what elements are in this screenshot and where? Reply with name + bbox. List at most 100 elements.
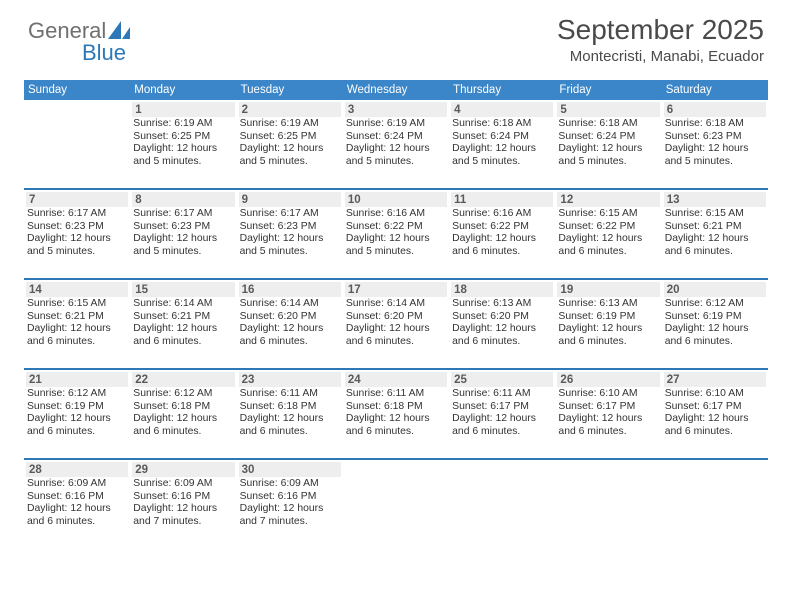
day-number: 9 [239, 192, 341, 207]
brand-logo: General Blue [28, 18, 134, 44]
day-details: Sunrise: 6:09 AMSunset: 6:16 PMDaylight:… [239, 478, 341, 529]
day-details: Sunrise: 6:18 AMSunset: 6:24 PMDaylight:… [451, 118, 553, 169]
day-details: Sunrise: 6:13 AMSunset: 6:19 PMDaylight:… [557, 298, 659, 349]
day-cell: 28Sunrise: 6:09 AMSunset: 6:16 PMDayligh… [24, 460, 130, 548]
weekday-header: Sunday [24, 80, 130, 100]
day-cell: 15Sunrise: 6:14 AMSunset: 6:21 PMDayligh… [130, 280, 236, 368]
day-details: Sunrise: 6:10 AMSunset: 6:17 PMDaylight:… [557, 388, 659, 439]
day-cell: 19Sunrise: 6:13 AMSunset: 6:19 PMDayligh… [555, 280, 661, 368]
day-cell: 10Sunrise: 6:16 AMSunset: 6:22 PMDayligh… [343, 190, 449, 278]
day-number: 12 [557, 192, 659, 207]
day-details: Sunrise: 6:16 AMSunset: 6:22 PMDaylight:… [451, 208, 553, 259]
weekday-header: Tuesday [237, 80, 343, 100]
day-number: 3 [345, 102, 447, 117]
day-cell: 9Sunrise: 6:17 AMSunset: 6:23 PMDaylight… [237, 190, 343, 278]
day-details: Sunrise: 6:12 AMSunset: 6:18 PMDaylight:… [132, 388, 234, 439]
day-number: 15 [132, 282, 234, 297]
day-cell: 26Sunrise: 6:10 AMSunset: 6:17 PMDayligh… [555, 370, 661, 458]
day-details: Sunrise: 6:18 AMSunset: 6:24 PMDaylight:… [557, 118, 659, 169]
day-details: Sunrise: 6:18 AMSunset: 6:23 PMDaylight:… [664, 118, 766, 169]
day-cell: 2Sunrise: 6:19 AMSunset: 6:25 PMDaylight… [237, 100, 343, 188]
day-number: 30 [239, 462, 341, 477]
day-details: Sunrise: 6:14 AMSunset: 6:20 PMDaylight:… [345, 298, 447, 349]
day-cell: 20Sunrise: 6:12 AMSunset: 6:19 PMDayligh… [662, 280, 768, 368]
day-number: 7 [26, 192, 128, 207]
day-cell: 1Sunrise: 6:19 AMSunset: 6:25 PMDaylight… [130, 100, 236, 188]
day-number: 17 [345, 282, 447, 297]
day-cell: 12Sunrise: 6:15 AMSunset: 6:22 PMDayligh… [555, 190, 661, 278]
page-title: September 2025 [557, 14, 764, 46]
day-details: Sunrise: 6:17 AMSunset: 6:23 PMDaylight:… [239, 208, 341, 259]
brand-part2: Blue [82, 40, 126, 66]
day-number: 13 [664, 192, 766, 207]
day-cell [449, 460, 555, 548]
day-cell: 18Sunrise: 6:13 AMSunset: 6:20 PMDayligh… [449, 280, 555, 368]
day-details: Sunrise: 6:10 AMSunset: 6:17 PMDaylight:… [664, 388, 766, 439]
day-number: 18 [451, 282, 553, 297]
day-cell: 4Sunrise: 6:18 AMSunset: 6:24 PMDaylight… [449, 100, 555, 188]
day-details: Sunrise: 6:11 AMSunset: 6:18 PMDaylight:… [239, 388, 341, 439]
day-details: Sunrise: 6:09 AMSunset: 6:16 PMDaylight:… [132, 478, 234, 529]
day-details: Sunrise: 6:12 AMSunset: 6:19 PMDaylight:… [26, 388, 128, 439]
week-row: 1Sunrise: 6:19 AMSunset: 6:25 PMDaylight… [24, 100, 768, 190]
day-details: Sunrise: 6:09 AMSunset: 6:16 PMDaylight:… [26, 478, 128, 529]
day-details: Sunrise: 6:19 AMSunset: 6:25 PMDaylight:… [239, 118, 341, 169]
week-row: 28Sunrise: 6:09 AMSunset: 6:16 PMDayligh… [24, 460, 768, 548]
day-details: Sunrise: 6:13 AMSunset: 6:20 PMDaylight:… [451, 298, 553, 349]
day-cell: 23Sunrise: 6:11 AMSunset: 6:18 PMDayligh… [237, 370, 343, 458]
day-cell: 7Sunrise: 6:17 AMSunset: 6:23 PMDaylight… [24, 190, 130, 278]
day-number: 16 [239, 282, 341, 297]
weekday-header-row: SundayMondayTuesdayWednesdayThursdayFrid… [24, 80, 768, 100]
day-details: Sunrise: 6:15 AMSunset: 6:21 PMDaylight:… [26, 298, 128, 349]
title-block: September 2025 Montecristi, Manabi, Ecua… [557, 14, 764, 65]
day-cell: 27Sunrise: 6:10 AMSunset: 6:17 PMDayligh… [662, 370, 768, 458]
day-number: 27 [664, 372, 766, 387]
day-details: Sunrise: 6:14 AMSunset: 6:21 PMDaylight:… [132, 298, 234, 349]
day-details: Sunrise: 6:16 AMSunset: 6:22 PMDaylight:… [345, 208, 447, 259]
day-cell: 13Sunrise: 6:15 AMSunset: 6:21 PMDayligh… [662, 190, 768, 278]
day-cell: 3Sunrise: 6:19 AMSunset: 6:24 PMDaylight… [343, 100, 449, 188]
day-details: Sunrise: 6:19 AMSunset: 6:24 PMDaylight:… [345, 118, 447, 169]
weekday-header: Thursday [449, 80, 555, 100]
day-cell: 30Sunrise: 6:09 AMSunset: 6:16 PMDayligh… [237, 460, 343, 548]
day-number: 14 [26, 282, 128, 297]
day-details: Sunrise: 6:17 AMSunset: 6:23 PMDaylight:… [132, 208, 234, 259]
day-cell: 22Sunrise: 6:12 AMSunset: 6:18 PMDayligh… [130, 370, 236, 458]
week-row: 21Sunrise: 6:12 AMSunset: 6:19 PMDayligh… [24, 370, 768, 460]
day-number: 23 [239, 372, 341, 387]
day-details: Sunrise: 6:17 AMSunset: 6:23 PMDaylight:… [26, 208, 128, 259]
day-cell [555, 460, 661, 548]
day-number: 8 [132, 192, 234, 207]
weekday-header: Wednesday [343, 80, 449, 100]
day-number: 11 [451, 192, 553, 207]
day-number: 6 [664, 102, 766, 117]
weekday-header: Friday [555, 80, 661, 100]
day-details: Sunrise: 6:14 AMSunset: 6:20 PMDaylight:… [239, 298, 341, 349]
day-cell: 11Sunrise: 6:16 AMSunset: 6:22 PMDayligh… [449, 190, 555, 278]
day-number: 26 [557, 372, 659, 387]
day-number: 28 [26, 462, 128, 477]
day-number: 20 [664, 282, 766, 297]
day-cell [343, 460, 449, 548]
day-cell: 21Sunrise: 6:12 AMSunset: 6:19 PMDayligh… [24, 370, 130, 458]
day-cell [24, 100, 130, 188]
day-cell [662, 460, 768, 548]
day-cell: 14Sunrise: 6:15 AMSunset: 6:21 PMDayligh… [24, 280, 130, 368]
calendar: SundayMondayTuesdayWednesdayThursdayFrid… [24, 80, 768, 548]
location-text: Montecristi, Manabi, Ecuador [557, 48, 764, 65]
day-cell: 8Sunrise: 6:17 AMSunset: 6:23 PMDaylight… [130, 190, 236, 278]
day-cell: 24Sunrise: 6:11 AMSunset: 6:18 PMDayligh… [343, 370, 449, 458]
day-cell: 5Sunrise: 6:18 AMSunset: 6:24 PMDaylight… [555, 100, 661, 188]
day-number: 19 [557, 282, 659, 297]
day-cell: 16Sunrise: 6:14 AMSunset: 6:20 PMDayligh… [237, 280, 343, 368]
day-details: Sunrise: 6:15 AMSunset: 6:22 PMDaylight:… [557, 208, 659, 259]
day-cell: 17Sunrise: 6:14 AMSunset: 6:20 PMDayligh… [343, 280, 449, 368]
week-row: 7Sunrise: 6:17 AMSunset: 6:23 PMDaylight… [24, 190, 768, 280]
day-details: Sunrise: 6:19 AMSunset: 6:25 PMDaylight:… [132, 118, 234, 169]
day-details: Sunrise: 6:11 AMSunset: 6:17 PMDaylight:… [451, 388, 553, 439]
day-number: 29 [132, 462, 234, 477]
day-details: Sunrise: 6:12 AMSunset: 6:19 PMDaylight:… [664, 298, 766, 349]
day-number: 1 [132, 102, 234, 117]
weekday-header: Saturday [662, 80, 768, 100]
day-cell: 29Sunrise: 6:09 AMSunset: 6:16 PMDayligh… [130, 460, 236, 548]
